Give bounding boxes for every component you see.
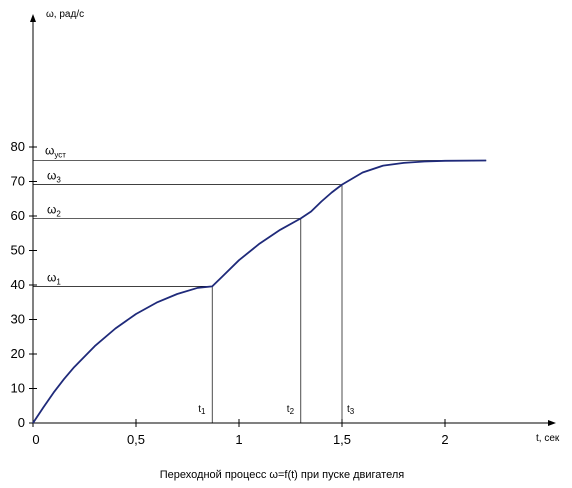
y-tick-label: 30 [11,312,25,327]
y-tick-label: 0 [18,415,25,430]
y-axis-label: ω, рад/с [46,9,84,20]
omega-label: ω1 [47,270,61,286]
omega-subscript: уст [54,150,66,159]
y-axis-arrow [30,14,36,22]
x-tick-label: 2 [441,432,448,447]
t-marker-label: t1 [198,404,206,416]
omega-subscript: 2 [56,209,61,218]
t-symbol: t [198,404,201,415]
t-symbol: t [347,404,350,415]
y-tick-label: 60 [11,208,25,223]
omega-steady-label: ωуст [45,143,66,159]
omega-label: ω3 [47,169,61,185]
y-tick-label: 20 [11,346,25,361]
omega-subscript: 3 [56,176,61,185]
omega-subscript: 1 [56,277,61,286]
tick-labels: 0 10 20 30 40 50 60 70 80 0 0,5 1 1,5 2 [11,139,449,447]
x-tick-label: 0,5 [127,432,145,447]
x-tick-label: 1,5 [333,432,351,447]
t-symbol: t [287,404,290,415]
omega-symbol: ω [45,143,54,157]
x-tick-label: 0 [32,432,39,447]
tick-marks [29,146,446,427]
series [32,159,487,424]
x-axis-arrow [548,420,556,426]
y-tick-label: 80 [11,139,25,154]
chart-caption: Переходной процесс ω=f(t) при пуске двиг… [160,469,404,481]
y-tick-label: 70 [11,174,25,189]
axes [30,14,556,426]
omega-symbol: ω [47,169,56,183]
t-subscript: 2 [290,407,295,416]
t-subscript: 3 [350,407,355,416]
t-subscript: 1 [201,407,206,416]
omega-symbol: ω [47,270,56,284]
omega-symbol: ω [47,202,56,216]
x-axis-label: t, сек [536,433,560,444]
omega-label: ω2 [47,202,61,218]
x-tick-label: 1 [235,432,242,447]
t-marker-label: t2 [287,404,295,416]
t-marker-label: t3 [347,404,355,416]
y-tick-label: 50 [11,243,25,258]
series-line-omega [32,159,487,424]
y-tick-label: 10 [11,381,25,396]
y-tick-label: 40 [11,277,25,292]
